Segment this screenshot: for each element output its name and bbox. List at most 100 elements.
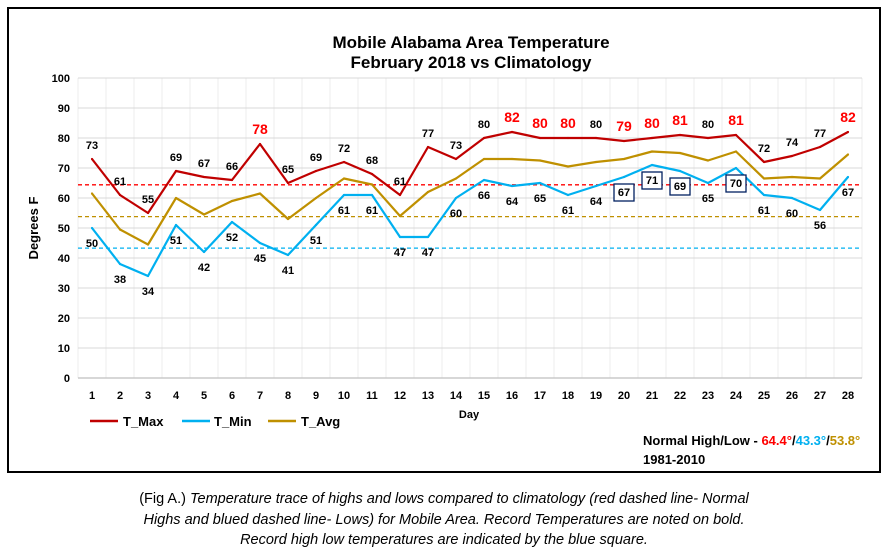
t-max-label-day-1: 73: [86, 140, 98, 152]
x-tick-label-day-21: 21: [646, 390, 658, 402]
legend-label-t-avg: T_Avg: [301, 414, 340, 429]
t-max-point-day-8: [286, 181, 290, 185]
t-avg-point-day-6: [230, 199, 234, 203]
t-max-point-day-2: [118, 193, 122, 197]
t-max-point-day-5: [202, 175, 206, 179]
t-avg-point-day-7: [258, 192, 262, 195]
t-max-point-day-18: [566, 136, 570, 140]
x-tick-label-day-2: 2: [117, 390, 123, 402]
y-tick-label-60: 60: [58, 193, 70, 205]
t-avg-point-day-8: [286, 217, 290, 221]
t-min-point-day-21: [650, 163, 654, 167]
t-min-label-day-6: 52: [226, 232, 238, 244]
t-min-point-day-17: [538, 181, 542, 185]
t-min-label-day-17: 65: [534, 193, 546, 205]
normals-separator: /: [826, 433, 830, 448]
t-min-record-box-day-20: [613, 183, 635, 202]
t-avg-point-day-12: [398, 214, 402, 218]
legend-label-t-max: T_Max: [123, 414, 164, 429]
normals-separator: /: [792, 433, 796, 448]
t-min-point-day-14: [454, 196, 458, 200]
t-max-point-day-14: [454, 157, 458, 161]
t-min-point-day-15: [482, 178, 486, 182]
t-max-label-day-14: 73: [450, 140, 462, 152]
t-max-point-day-4: [174, 169, 178, 173]
x-tick-label-day-18: 18: [562, 390, 574, 402]
t-max-label-day-20-record: 79: [616, 118, 632, 134]
y-tick-label-90: 90: [58, 103, 70, 115]
t-min-point-day-1: [90, 226, 94, 230]
t-min-point-day-28: [846, 175, 850, 179]
caption-line-3: Record high low temperatures are indicat…: [0, 530, 888, 551]
x-tick-label-day-26: 26: [786, 390, 798, 402]
t-avg-line: [91, 150, 849, 246]
caption-line-2: Highs and blued dashed line- Lows) for M…: [0, 510, 888, 531]
t-min-label-day-5: 42: [198, 262, 210, 274]
t-max-label-day-17-record: 80: [532, 115, 548, 131]
t-max-point-day-26: [790, 154, 794, 158]
t-max-point-day-16: [510, 130, 514, 134]
t-max-line: [91, 130, 849, 215]
t-max-point-day-9: [314, 169, 318, 173]
y-tick-label-50: 50: [58, 223, 70, 235]
normal-high-value: 64.4°: [761, 433, 792, 448]
t-min-point-day-25: [762, 193, 766, 197]
x-tick-label-day-15: 15: [478, 390, 490, 402]
x-tick-label-day-28: 28: [842, 390, 854, 402]
y-tick-label-100: 100: [52, 73, 70, 85]
t-max-point-day-20: [622, 139, 626, 143]
t-max-label-day-11: 68: [366, 155, 378, 167]
t-avg-point-day-24: [734, 150, 738, 153]
t-min-point-day-3: [146, 274, 150, 278]
data-labels: 73 61 55 69 67 66 78 65 69 72 68 61 77 73 80 82 80 80 80 79…: [86, 109, 856, 298]
temperature-chart: Mobile Alabama Area Temperature February…: [7, 7, 881, 473]
t-max-point-day-12: [398, 193, 402, 197]
x-tick-label-day-13: 13: [422, 390, 434, 402]
chart-title: Mobile Alabama Area Temperature: [332, 33, 609, 52]
x-tick-label-day-3: 3: [145, 390, 151, 402]
t-max-label-day-7-record: 78: [252, 121, 268, 137]
t-max-point-day-24: [734, 133, 738, 137]
t-min-point-day-18: [566, 193, 570, 197]
t-avg-point-day-22: [678, 151, 682, 155]
t-min-point-day-4: [174, 223, 178, 227]
t-min-label-day-21-record: 71: [646, 175, 658, 187]
y-tick-label-10: 10: [58, 343, 70, 355]
t-max-point-day-27: [818, 145, 822, 149]
t-min-point-day-23: [706, 181, 710, 185]
t-avg-point-day-10: [342, 177, 346, 180]
x-tick-label-day-22: 22: [674, 390, 686, 402]
t-max-point-day-17: [538, 136, 542, 140]
t-max-label-day-23: 80: [702, 119, 714, 131]
t-avg-point-day-19: [594, 160, 598, 164]
t-min-line: [91, 163, 849, 278]
t-max-label-day-6: 66: [226, 161, 238, 173]
t-avg-point-day-16: [510, 157, 514, 161]
t-min-label-day-15: 66: [478, 190, 490, 202]
t-avg-point-day-27: [818, 177, 822, 180]
t-max-point-day-10: [342, 160, 346, 164]
t-avg-point-day-18: [566, 165, 570, 168]
t-max-point-day-3: [146, 211, 150, 215]
t-min-point-day-22: [678, 169, 682, 173]
caption-text-2: Highs and blued dashed line- Lows) for M…: [143, 511, 745, 528]
t-max-point-day-1: [90, 157, 94, 161]
t-avg-point-day-14: [454, 177, 458, 180]
t-min-label-day-12: 47: [394, 247, 406, 259]
t-avg-point-day-9: [314, 196, 318, 200]
normals-note: Normal High/Low - 64.4°/43.3°/53.8°: [643, 433, 860, 448]
t-max-label-day-9: 69: [310, 152, 322, 164]
t-min-label-day-9: 51: [310, 235, 322, 247]
t-min-point-day-16: [510, 184, 514, 188]
series-lines: [90, 130, 850, 278]
t-min-label-day-14: 60: [450, 208, 462, 220]
t-max-point-day-25: [762, 160, 766, 164]
t-min-label-day-16: 64: [506, 196, 519, 208]
t-min-point-day-9: [314, 223, 318, 227]
t-min-record-box-day-21: [641, 171, 663, 190]
x-tick-label-day-14: 14: [450, 390, 463, 402]
x-tick-labels: 1 2 3 4 5 6 7 8 9 10 11 12 13 14 15 16 17 18 19 20 21 22 23 24 2…: [89, 390, 854, 402]
t-avg-point-day-17: [538, 159, 542, 162]
t-min-label-day-8: 41: [282, 265, 294, 277]
x-tick-label-day-9: 9: [313, 390, 319, 402]
